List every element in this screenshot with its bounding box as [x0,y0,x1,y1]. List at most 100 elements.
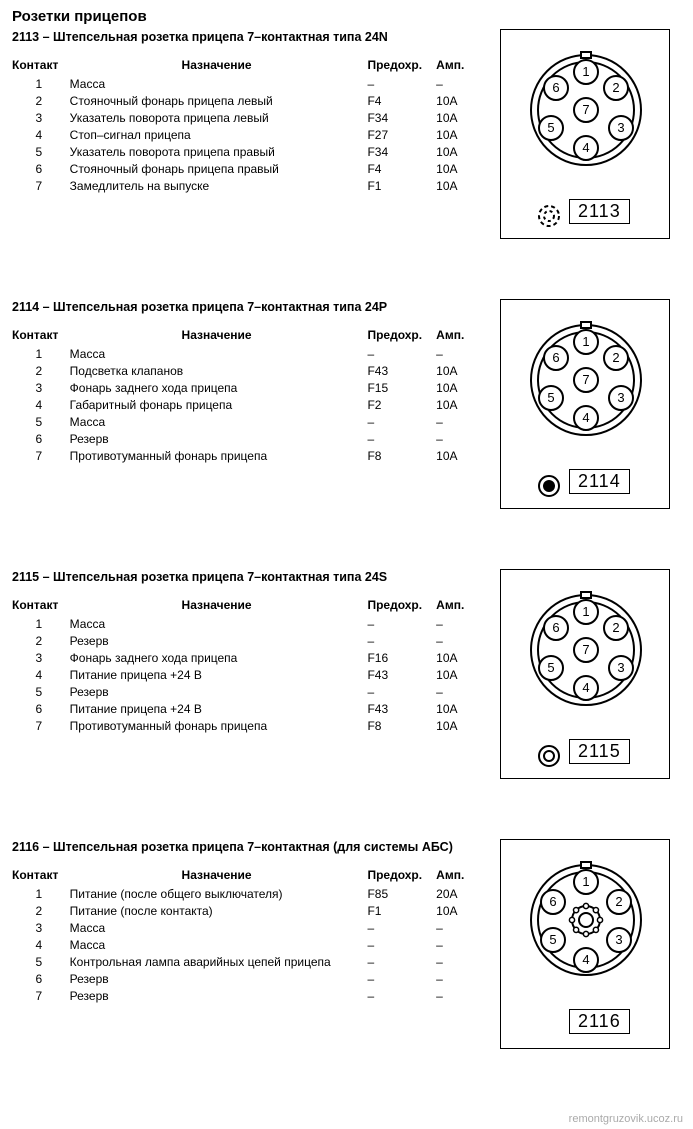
cell-contact: 4 [12,937,70,954]
cell-contact: 1 [12,616,70,633]
cell-amp: – [436,920,482,937]
svg-text:2: 2 [612,350,619,365]
cell-amp: 20A [436,886,482,903]
cell-purpose: Стояночный фонарь прицепа левый [70,93,368,110]
cell-purpose: Масса [70,616,368,633]
cell-amp: 10A [436,363,482,380]
cell-contact: 3 [12,110,70,127]
cell-fuse: – [367,954,436,971]
table-row: 5 Масса – – [12,414,482,431]
cell-purpose: Масса [70,76,368,93]
cell-fuse: F8 [367,718,436,735]
section-2113: 2113 – Штепсельная розетка прицепа 7–кон… [12,29,681,239]
cell-contact: 5 [12,144,70,161]
cell-purpose: Масса [70,937,368,954]
pin-table: Контакт Назначение Предохр. Амп. 1 Питан… [12,866,482,1005]
cell-amp: – [436,988,482,1005]
cell-fuse: F85 [367,886,436,903]
cell-contact: 4 [12,667,70,684]
table-row: 4 Питание прицепа +24 В F43 10A [12,667,482,684]
svg-text:3: 3 [615,932,622,947]
diagram-code-label: 2113 [569,199,630,224]
table-row: 7 Противотуманный фонарь прицепа F8 10A [12,448,482,465]
cell-contact: 2 [12,633,70,650]
table-row: 4 Габаритный фонарь прицепа F2 10A [12,397,482,414]
cell-fuse: – [367,346,436,363]
cell-amp: – [436,633,482,650]
col-amp: Амп. [436,596,482,616]
diagram-code-label: 2115 [569,739,630,764]
table-row: 6 Стояночный фонарь прицепа правый F4 10… [12,161,482,178]
cell-fuse: F4 [367,93,436,110]
cell-contact: 6 [12,431,70,448]
cell-amp: 10A [436,380,482,397]
cell-purpose: Указатель поворота прицепа левый [70,110,368,127]
cell-purpose: Масса [70,920,368,937]
cell-contact: 7 [12,988,70,1005]
cell-purpose: Резерв [70,684,368,701]
cell-fuse: F1 [367,903,436,920]
cell-purpose: Резерв [70,988,368,1005]
section-text: 2116 – Штепсельная розетка прицепа 7–кон… [12,839,482,1005]
cell-contact: 5 [12,954,70,971]
cell-amp: 10A [436,667,482,684]
cell-amp: 10A [436,701,482,718]
table-row: 1 Масса – – [12,616,482,633]
cell-amp: 10A [436,650,482,667]
cell-fuse: – [367,76,436,93]
page: Розетки прицепов 2113 – Штепсельная розе… [0,0,693,1129]
svg-text:1: 1 [582,874,589,889]
cell-purpose: Габаритный фонарь прицепа [70,397,368,414]
cell-amp: – [436,954,482,971]
cell-purpose: Питание (после контакта) [70,903,368,920]
col-fuse: Предохр. [367,56,436,76]
col-amp: Амп. [436,866,482,886]
cell-amp: – [436,937,482,954]
col-contact: Контакт [12,596,70,616]
cell-contact: 4 [12,127,70,144]
cell-fuse: – [367,937,436,954]
section-text: 2113 – Штепсельная розетка прицепа 7–кон… [12,29,482,195]
svg-text:7: 7 [582,642,589,657]
section-2115: 2115 – Штепсельная розетка прицепа 7–кон… [12,569,681,779]
cell-contact: 4 [12,397,70,414]
pin-table: Контакт Назначение Предохр. Амп. 1 Масса… [12,596,482,735]
page-title: Розетки прицепов [12,8,681,25]
table-row: 2 Подсветка клапанов F43 10A [12,363,482,380]
svg-text:6: 6 [549,894,556,909]
svg-text:4: 4 [582,140,589,155]
cell-purpose: Замедлитель на выпуске [70,178,368,195]
col-amp: Амп. [436,56,482,76]
cell-contact: 7 [12,178,70,195]
cell-fuse: F4 [367,161,436,178]
cell-fuse: – [367,616,436,633]
table-row: 5 Контрольная лампа аварийных цепей приц… [12,954,482,971]
svg-text:2: 2 [615,894,622,909]
svg-text:5: 5 [547,390,554,405]
cell-amp: 10A [436,93,482,110]
cell-fuse: F34 [367,110,436,127]
cell-contact: 1 [12,346,70,363]
col-purpose: Назначение [70,56,368,76]
col-fuse: Предохр. [367,326,436,346]
cell-purpose: Масса [70,346,368,363]
section-title: 2113 – Штепсельная розетка прицепа 7–кон… [12,29,482,46]
cell-amp: 10A [436,178,482,195]
svg-text:5: 5 [547,120,554,135]
cell-amp: – [436,684,482,701]
table-row: 7 Резерв – – [12,988,482,1005]
cell-contact: 3 [12,650,70,667]
cell-fuse: – [367,988,436,1005]
cell-amp: – [436,346,482,363]
table-row: 6 Резерв – – [12,971,482,988]
diagram-code-label: 2114 [569,469,630,494]
cell-contact: 3 [12,380,70,397]
section-title: 2116 – Штепсельная розетка прицепа 7–кон… [12,839,482,856]
cell-amp: 10A [436,718,482,735]
table-row: 6 Питание прицепа +24 В F43 10A [12,701,482,718]
pin-table: Контакт Назначение Предохр. Амп. 1 Масса… [12,56,482,195]
cell-amp: 10A [436,448,482,465]
cell-fuse: – [367,684,436,701]
section-text: 2114 – Штепсельная розетка прицепа 7–кон… [12,299,482,465]
cell-fuse: F43 [367,701,436,718]
